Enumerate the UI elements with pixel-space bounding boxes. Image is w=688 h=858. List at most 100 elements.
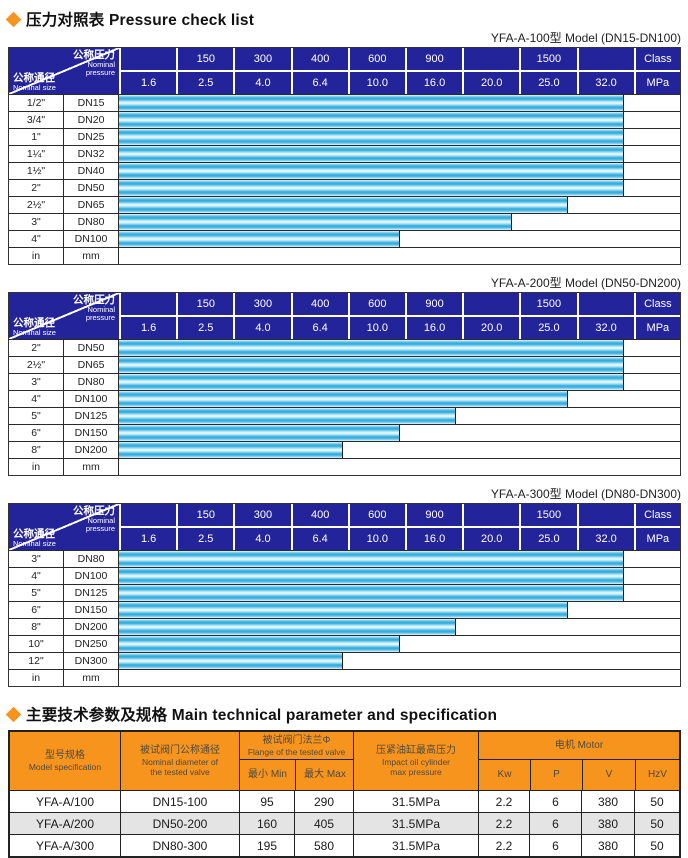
unit-in-cell: in: [9, 459, 64, 475]
bar-zone: [119, 585, 680, 601]
header-cell: 300: [233, 48, 290, 70]
table-row: 8" DN200: [9, 441, 680, 458]
size-dn-cell: DN100: [64, 231, 119, 247]
pressure-range-bar: [119, 197, 568, 213]
pressure-table-block: YFA-A-300型 Model (DN80-DN300) 公称压力 Nominal…: [0, 487, 688, 687]
table-subtitle: YFA-A-300型 Model (DN80-DN300): [490, 487, 681, 501]
table-row: 5" DN125: [9, 407, 680, 424]
motor-subcells: Kw P V HzV: [479, 760, 679, 790]
kw-label: Kw: [497, 769, 512, 780]
pressure-range-bar: [119, 602, 568, 618]
bar-zone: [119, 129, 680, 145]
header-cell: 25.0: [519, 528, 576, 550]
spec-table-header: 型号规格 Model specification 被试阀门公称通径 Nomina…: [10, 732, 679, 790]
header-grid: 150 300 400 600 900 1500 Class 1.6 2.5 4.0 6.4 10.0…: [119, 293, 680, 339]
spec-table: 型号规格 Model specification 被试阀门公称通径 Nomina…: [8, 730, 681, 858]
bar-zone: [119, 180, 680, 196]
pressure-table-header: 公称压力 Nominal pressure 公称通径 Nominal size 150 30…: [9, 48, 680, 94]
table-row: 8" DN200: [9, 618, 680, 635]
table-row: 3" DN80: [9, 550, 680, 567]
size-inch-cell: 1": [9, 129, 64, 145]
header-cell: 4.0: [233, 317, 290, 339]
pressure-section-title: 压力对照表 Pressure check list: [5, 8, 688, 30]
spec-cell: 31.5MPa: [353, 791, 478, 812]
class-header-row: 150 300 400 600 900 1500 Class: [119, 504, 680, 526]
min-label: 最小 Min: [248, 769, 287, 780]
size-inch-cell: 4": [9, 231, 64, 247]
bar-zone: [119, 146, 680, 162]
size-inch-cell: 10": [9, 636, 64, 652]
size-dn-cell: DN80: [64, 214, 119, 230]
bar-zone: [119, 636, 680, 652]
header-cell: 1500: [519, 504, 576, 526]
table-row: 2½" DN65: [9, 356, 680, 373]
spec-title-text: 主要技术参数及规格 Main technical parameter and s…: [26, 707, 498, 724]
nominal-pressure-en2: pressure: [85, 67, 115, 77]
size-inch-cell: 4": [9, 391, 64, 407]
size-inch-cell: 1/2": [9, 95, 64, 111]
bar-zone: [119, 231, 680, 247]
bar-zone: [119, 442, 680, 458]
pressure-range-bar: [119, 214, 512, 230]
flange-min-label: 最小 Min: [240, 760, 295, 790]
table-row: 2" DN50: [9, 339, 680, 356]
corner-nominal-pressure: 公称压力 Nominal pressure: [73, 49, 115, 77]
header-cell: 150: [176, 48, 233, 70]
spec-cell: 2.2: [478, 835, 529, 856]
spec-cell: 580: [294, 835, 353, 856]
size-inch-cell: 4": [9, 568, 64, 584]
header-cell: 400: [290, 293, 348, 315]
pressure-table-header: 公称压力 Nominal pressure 公称通径 Nominal size 150 30…: [9, 293, 680, 339]
max-label: 最大 Max: [304, 769, 346, 780]
header-cell: Class: [633, 293, 680, 315]
motor-v-label: V: [582, 760, 635, 790]
motor-label: 电机 Motor: [554, 739, 604, 751]
pressure-range-bar: [119, 551, 624, 567]
size-inch-cell: 2½": [9, 197, 64, 213]
pressure-range-bar: [119, 653, 344, 669]
footer-units-row: in mm: [9, 458, 680, 475]
header-cell: 300: [233, 293, 290, 315]
header-cell: Class: [633, 504, 680, 526]
header-cell: 2.5: [176, 72, 233, 94]
header-cell: Class: [633, 48, 680, 70]
header-cell: 1.6: [119, 317, 176, 339]
pressure-table: 公称压力 Nominal pressure 公称通径 Nominal size 150 30…: [8, 292, 681, 476]
header-cell: [462, 48, 519, 70]
size-dn-cell: DN25: [64, 129, 119, 145]
size-dn-cell: DN20: [64, 112, 119, 128]
header-cell: 400: [290, 504, 348, 526]
size-dn-cell: DN150: [64, 425, 119, 441]
bar-zone: [119, 425, 680, 441]
header-cell: 2.5: [176, 317, 233, 339]
pressure-range-bar: [119, 442, 344, 458]
header-grid: 150 300 400 600 900 1500 Class 1.6 2.5 4.0 6.4 10.0…: [119, 504, 680, 550]
pressure-tables-container: YFA-A-100型 Model (DN15-DN100) 公称压力 Nominal…: [0, 31, 688, 687]
size-inch-cell: 2": [9, 340, 64, 356]
header-corner-cell: 公称压力 Nominal pressure 公称通径 Nominal size: [9, 293, 119, 339]
bar-zone: [119, 357, 680, 373]
size-dn-cell: DN100: [64, 568, 119, 584]
header-cell: 600: [347, 293, 405, 315]
table-row: 6" DN150: [9, 601, 680, 618]
size-dn-cell: DN50: [64, 340, 119, 356]
size-inch-cell: 3": [9, 551, 64, 567]
spec-header-model: 型号规格 Model specification: [10, 732, 120, 790]
header-cell: [462, 293, 519, 315]
header-cell: 1.6: [119, 72, 176, 94]
spec-cell: YFA-A/200: [35, 816, 95, 831]
pressure-range-bar: [119, 374, 624, 390]
header-grid: 150 300 400 600 900 1500 Class 1.6 2.5 4.0 6.4 10.0…: [119, 48, 680, 94]
size-inch-cell: 2": [9, 180, 64, 196]
pressure-table-block: YFA-A-200型 Model (DN50-DN200) 公称压力 Nominal…: [0, 276, 688, 476]
table-row: 3/4" DN20: [9, 111, 680, 128]
spec-section-title: 主要技术参数及规格 Main technical parameter and s…: [5, 703, 688, 725]
header-cell: 16.0: [404, 72, 462, 94]
unit-mm-cell: mm: [64, 670, 119, 686]
nominal-pressure-en1: Nominal: [87, 305, 115, 315]
bar-zone: [119, 459, 680, 475]
table-row: 4" DN100: [9, 230, 680, 247]
spec-table-rows: YFA-A/100 DN15-100 95 290 31.5MPa 2.2 6 380 50 YF…: [10, 790, 679, 856]
size-inch-cell: 8": [9, 442, 64, 458]
pressure-range-bar: [119, 146, 624, 162]
